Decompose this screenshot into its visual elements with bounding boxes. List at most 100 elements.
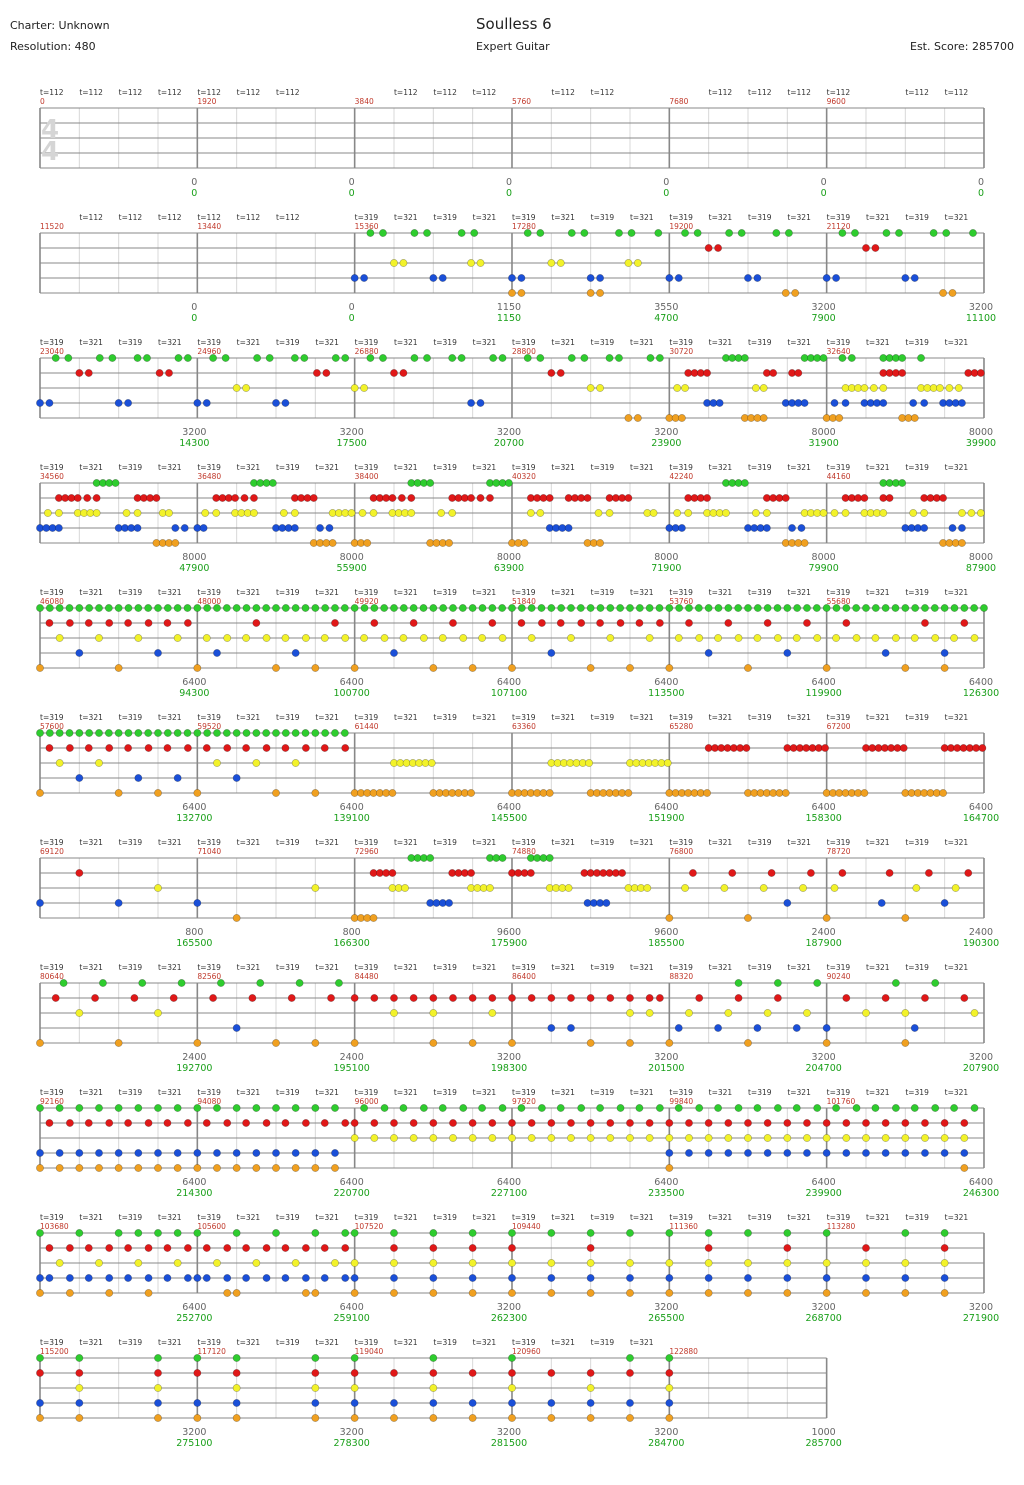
- orange-note: [272, 1164, 280, 1172]
- tempo-marker: t=319: [512, 338, 536, 347]
- tempo-marker: t=321: [315, 588, 339, 597]
- red-note: [390, 369, 398, 377]
- tempo-marker: t=321: [551, 838, 575, 847]
- blue-note: [547, 1274, 556, 1282]
- blue-note: [783, 1274, 792, 1282]
- yellow-note: [358, 509, 367, 517]
- measure-score: 6400: [654, 802, 678, 813]
- yellow-note: [940, 1259, 949, 1267]
- green-note: [674, 1104, 683, 1112]
- tempo-marker: t=319: [591, 463, 615, 472]
- chart-row: [36, 854, 985, 922]
- green-note: [773, 979, 782, 987]
- tempo-marker: t=319: [197, 713, 221, 722]
- yellow-note: [673, 509, 682, 517]
- red-note: [742, 744, 751, 752]
- yellow-note: [950, 634, 958, 642]
- blue-note: [714, 1024, 722, 1032]
- tempo-marker: t=321: [158, 963, 182, 972]
- blue-note: [960, 1149, 969, 1157]
- tempo-marker: t=321: [630, 338, 654, 347]
- tempo-marker: t=319: [119, 1338, 143, 1347]
- tempo-marker: t=321: [945, 963, 969, 972]
- yellow-note: [819, 509, 828, 517]
- green-note: [252, 604, 261, 612]
- orange-note: [154, 1414, 162, 1422]
- red-note: [803, 619, 811, 627]
- green-note: [111, 479, 120, 487]
- blue-note: [830, 399, 839, 407]
- red-note: [331, 619, 339, 627]
- green-note: [704, 1229, 713, 1237]
- tempo-marker: t=319: [355, 213, 379, 222]
- tempo-marker: t=321: [787, 963, 811, 972]
- green-note: [459, 1104, 468, 1112]
- green-note: [410, 229, 419, 237]
- green-note: [580, 229, 589, 237]
- orange-note: [547, 1289, 556, 1297]
- tempo-marker: t=321: [787, 1213, 811, 1222]
- cumulative-score: 63900: [494, 563, 524, 574]
- green-note: [523, 229, 532, 237]
- red-note: [626, 1119, 634, 1127]
- yellow-note: [55, 759, 64, 767]
- red-note: [287, 994, 296, 1002]
- yellow-note: [508, 1384, 516, 1392]
- tempo-marker: t=319: [197, 963, 221, 972]
- measure-score: 8000: [497, 552, 521, 563]
- green-note: [901, 604, 910, 612]
- blue-note: [36, 1149, 44, 1157]
- green-note: [252, 1104, 261, 1112]
- measure-score: 3200: [654, 1427, 678, 1438]
- red-note: [803, 1119, 811, 1127]
- green-note: [783, 1229, 792, 1237]
- red-note: [724, 1119, 733, 1127]
- green-note: [173, 729, 182, 737]
- tempo-marker: t=112: [945, 88, 969, 97]
- green-note: [350, 1229, 359, 1237]
- cumulative-score: 0: [191, 313, 197, 324]
- green-note: [124, 604, 133, 612]
- tempo-marker: t=321: [787, 713, 811, 722]
- red-note: [209, 994, 217, 1002]
- yellow-note: [508, 1259, 516, 1267]
- yellow-note: [626, 1009, 634, 1017]
- tempo-marker: t=319: [197, 1338, 221, 1347]
- red-note: [183, 1244, 192, 1252]
- yellow-note: [468, 1134, 477, 1142]
- orange-note: [36, 1039, 44, 1047]
- blue-note: [763, 1149, 772, 1157]
- tempo-marker: t=319: [827, 838, 851, 847]
- measure-tick-label: 69120: [40, 847, 64, 856]
- yellow-note: [212, 509, 221, 517]
- blue-note: [762, 524, 771, 532]
- tempo-marker: t=321: [79, 963, 103, 972]
- orange-note: [36, 789, 44, 797]
- orange-note: [114, 789, 123, 797]
- orange-note: [626, 1414, 634, 1422]
- orange-note: [781, 289, 790, 297]
- yellow-note: [75, 1009, 84, 1017]
- yellow-note: [380, 634, 389, 642]
- tempo-marker: t=321: [79, 338, 103, 347]
- yellow-note: [673, 384, 682, 392]
- tempo-marker: t=321: [473, 213, 497, 222]
- tempo-marker: t=319: [433, 713, 457, 722]
- tempo-marker: t=321: [551, 1213, 575, 1222]
- red-note: [655, 619, 664, 627]
- measure-tick-label: 36480: [197, 472, 221, 481]
- yellow-note: [360, 384, 368, 392]
- red-note: [130, 994, 139, 1002]
- orange-note: [940, 664, 949, 672]
- cumulative-score: 262300: [491, 1313, 527, 1324]
- yellow-note: [633, 259, 642, 267]
- measure-score: 0: [349, 302, 355, 313]
- orange-note: [311, 1039, 320, 1047]
- blue-note: [232, 1024, 241, 1032]
- green-note: [547, 604, 556, 612]
- tempo-marker: t=321: [945, 713, 969, 722]
- cumulative-score: 175900: [491, 938, 527, 949]
- green-note: [340, 604, 349, 612]
- blue-note: [940, 1274, 949, 1282]
- red-note: [370, 1119, 379, 1127]
